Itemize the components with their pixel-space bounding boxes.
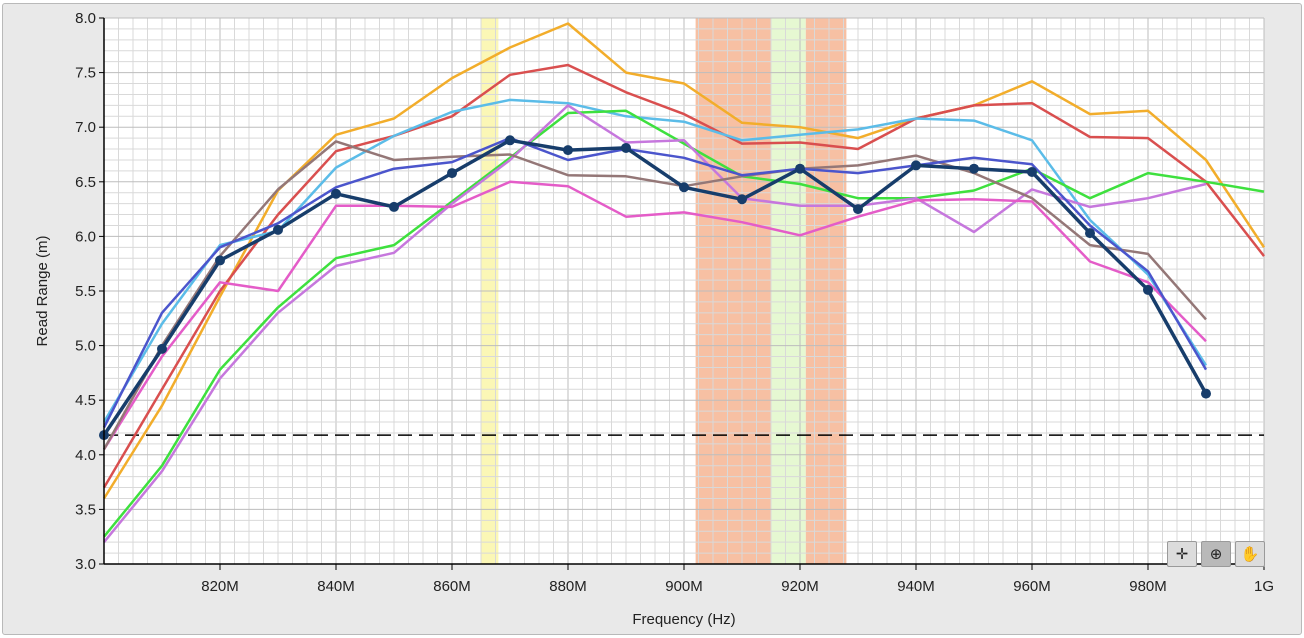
data-point xyxy=(215,255,225,266)
data-point xyxy=(1201,388,1211,399)
x-tick-label: 880M xyxy=(549,578,587,595)
y-tick-label: 7.5 xyxy=(75,65,96,82)
x-tick-label: 860M xyxy=(433,578,471,595)
series-line xyxy=(102,98,1208,423)
x-tick-label: 960M xyxy=(1013,578,1051,595)
series-line xyxy=(102,136,1208,429)
x-tick-label: 1G xyxy=(1254,578,1274,595)
data-point xyxy=(1085,228,1095,239)
data-point xyxy=(1143,284,1153,295)
y-tick-label: 6.0 xyxy=(75,228,96,245)
crosshair-icon: ✛ xyxy=(1175,545,1189,563)
series-line xyxy=(103,104,1207,543)
hand-pan-icon: ✋ xyxy=(1240,545,1260,563)
series-line xyxy=(102,138,1208,437)
series-line xyxy=(103,109,1265,538)
x-tick-label: 820M xyxy=(201,578,239,595)
series-line xyxy=(102,140,1207,450)
x-tick-label: 980M xyxy=(1129,578,1167,595)
y-tick-label: 4.0 xyxy=(75,447,96,464)
data-point xyxy=(737,194,747,205)
y-axis-title: Read Range (m) xyxy=(34,236,51,347)
data-point xyxy=(273,224,283,235)
data-point xyxy=(447,168,457,179)
data-point xyxy=(679,182,689,193)
y-tick-label: 7.0 xyxy=(75,119,96,136)
y-tick-label: 5.0 xyxy=(75,338,96,355)
cursor-tool-button[interactable]: ✛ xyxy=(1167,541,1197,567)
data-point xyxy=(157,343,167,354)
data-point xyxy=(505,135,515,146)
data-point xyxy=(331,188,341,199)
data-point xyxy=(911,160,921,171)
y-tick-label: 4.5 xyxy=(75,392,96,409)
x-tick-label: 840M xyxy=(317,578,355,595)
y-tick-label: 6.5 xyxy=(75,174,96,191)
series-line xyxy=(102,180,1207,450)
y-tick-label: 5.5 xyxy=(75,283,96,300)
zoom-tool-button[interactable]: ⊕ xyxy=(1201,541,1231,567)
data-point xyxy=(389,201,399,212)
data-point xyxy=(853,204,863,215)
y-tick-label: 3.0 xyxy=(75,556,96,573)
y-tick-label: 3.5 xyxy=(75,501,96,518)
zoom-icon: ⊕ xyxy=(1209,545,1223,563)
data-point xyxy=(563,145,573,156)
x-axis-title: Frequency (Hz) xyxy=(632,611,735,628)
data-point xyxy=(621,142,631,153)
x-tick-label: 900M xyxy=(665,578,703,595)
y-tick-label: 8.0 xyxy=(75,10,96,27)
data-point xyxy=(969,163,979,174)
pan-tool-button[interactable]: ✋ xyxy=(1235,541,1265,567)
series-line xyxy=(102,63,1265,489)
x-tick-label: 940M xyxy=(897,578,935,595)
data-point xyxy=(795,163,805,174)
x-tick-label: 920M xyxy=(781,578,819,595)
data-point xyxy=(1027,166,1037,177)
